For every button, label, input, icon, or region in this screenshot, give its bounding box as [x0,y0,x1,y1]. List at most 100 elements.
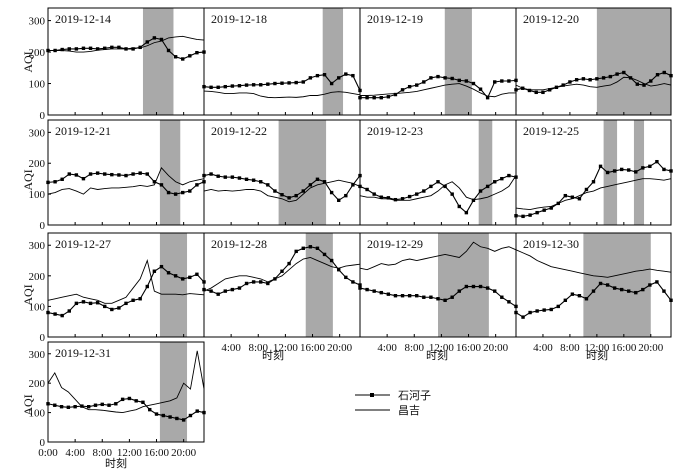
panel-2019-12-29-point-shihezi [379,290,383,295]
panel-2019-12-28-point-shihezi [230,287,235,292]
panel-2019-12-27-point-shihezi [131,298,135,302]
panel-2019-12-21-point-shihezi [88,172,93,176]
panel-2019-12-14-point-shihezi [67,47,71,51]
panel-2019-12-31-x-tick-label: 12:00 [117,447,143,459]
panel-2019-12-21-point-shihezi [131,172,135,176]
panel-2019-12-27-y-tick-label: 0 [40,332,46,344]
panel-2019-12-27-point-shihezi [195,272,199,276]
panel-2019-12-31-point-shihezi [100,402,104,407]
panel-2019-12-23-point-shihezi [393,197,398,202]
panel-2019-12-18-point-shihezi [237,84,242,88]
panel-2019-12-31-point-shihezi [148,407,152,412]
panel-2019-12-21-point-shihezi [138,171,142,175]
panel-2019-12-22-point-shihezi [287,196,291,200]
panel-2019-12-31-x-tick-label: 8:00 [92,447,112,459]
panel-2019-12-28-point-shihezi [322,252,327,257]
panel-2019-12-29-point-shihezi [365,287,369,292]
panel-2019-12-22-point-shihezi [280,193,284,197]
panel-2019-12-30-point-shihezi [598,281,603,286]
panel-2019-12-31-point-shihezi [168,415,172,419]
panel-2019-12-27-y-tick-label: 200 [29,271,46,283]
panel-2019-12-31-y-tick-label: 300 [29,349,46,361]
panel-2019-12-14-point-shihezi [181,57,185,61]
panel-2019-12-21-shaded-window-1 [159,120,181,225]
panel-2019-12-18-point-shihezi [216,85,220,90]
panel-2019-12-29-point-shihezi [415,294,419,298]
panel-2019-12-23: 2019-12-23 [358,119,518,226]
panel-2019-12-27-title: 2019-12-27 [55,237,111,251]
panel-2019-12-29-point-shihezi [436,297,440,301]
panel-2019-12-20-point-shihezi [561,83,565,87]
panel-2019-12-25-point-shihezi [591,180,596,184]
panel-2019-12-29-point-shihezi [429,295,433,299]
panel-2019-12-20-point-shihezi [527,88,532,93]
panel-2019-12-30-x-tick-label: 16:00 [611,342,637,354]
panel-2019-12-30-point-shihezi [584,297,589,301]
panel-2019-12-23-point-shihezi [422,189,426,193]
panel-2019-12-31-x-tick-label: 20:00 [171,447,197,459]
panel-2019-12-14-y-tick-label: 100 [29,79,46,91]
panel-2019-12-23-point-shihezi [436,180,440,184]
panel-2019-12-18-point-shihezi [329,81,334,86]
panel-2019-12-27-series-changji [47,259,205,304]
panel-2019-12-27-point-shihezi [103,304,107,309]
panel-2019-12-19-point-shihezi [429,76,433,80]
panel-2019-12-29-title: 2019-12-29 [367,237,423,251]
panel-2019-12-18-point-shihezi [209,85,213,90]
panel-2019-12-25-point-shihezi [634,170,638,174]
panel-2019-12-28: 2019-12-28 4:00 8:00 12:00 16:00 20:00 [202,232,362,354]
panel-2019-12-31-point-shihezi [107,403,111,407]
panel-2019-12-31-point-shihezi [175,416,179,421]
panel-2019-12-23-point-shihezi [485,184,490,189]
panel-2019-12-25-point-shihezi [577,197,582,201]
panel-2019-12-23-point-shihezi [415,192,419,196]
panel-2019-12-30-point-shihezi [542,308,546,312]
panel-2019-12-28-point-shihezi [244,281,249,286]
panel-2019-12-14-point-shihezi [166,48,171,53]
panel-2019-12-18-point-shihezi [344,72,348,76]
panel-2019-12-25-point-shihezi [619,167,624,172]
panel-2019-12-23-point-shihezi [471,198,476,202]
panel-2019-12-14-point-shihezi [131,47,135,51]
panel-2019-12-19-series-changji [360,83,516,98]
panel-2019-12-20-shaded-window-1 [596,8,671,115]
panel-2019-12-29-point-shihezi [457,289,461,293]
panel-2019-12-25-point-shihezi [521,214,525,219]
panel-2019-12-23-point-shihezi [379,195,383,199]
panel-2019-12-20-point-shihezi [642,83,646,87]
panel-2019-12-21-point-shihezi [173,192,178,196]
panel-2019-12-23-point-shihezi [493,180,497,184]
panel-2019-12-29-point-shihezi [443,298,447,302]
panel-2019-12-18-point-shihezi [244,83,249,87]
panel-2019-12-23-point-shihezi [478,189,483,193]
panel-2019-12-30-frame [515,232,672,338]
panel-2019-12-28-point-shihezi [259,280,263,284]
panel-2019-12-29-point-shihezi [422,295,426,299]
panel-2019-12-21-point-shihezi [145,172,149,176]
panel-2019-12-31-point-shihezi [127,396,132,401]
panel-2019-12-28-point-shihezi [280,269,284,273]
panel-2019-12-27-point-shihezi [181,277,185,281]
panel-2019-12-25-point-shihezi [641,166,645,170]
panel-2019-12-19-point-shihezi [500,79,504,83]
panel-2019-12-22-point-shihezi [322,180,327,184]
panel-2019-12-27-point-shihezi [173,274,178,278]
panel-2019-12-14-point-shihezi [117,45,121,50]
panel-2019-12-30-point-shihezi [556,304,560,309]
panel-2019-12-27-point-shihezi [67,309,71,313]
panel-2019-12-19-point-shihezi [443,76,447,80]
panel-2019-12-14: 2019-12-14 0 100 200 300 [29,7,206,122]
panel-2019-12-18-point-shihezi [287,81,291,85]
panel-2019-12-20-point-shihezi [547,88,552,92]
ylabel-row-1: AQI [21,51,35,72]
panel-2019-12-20-point-shihezi [568,80,572,84]
panel-2019-12-27-point-shihezi [152,269,157,273]
panel-2019-12-14-y-tick-label: 0 [40,110,46,122]
panel-2019-12-14-y-tick-label: 300 [29,16,46,28]
panel-2019-12-31-x-tick-label: 16:00 [144,447,170,459]
panel-2019-12-31-frame [47,341,205,443]
panel-2019-12-23-point-shihezi [400,197,405,201]
panel-2019-12-22-point-shihezi [251,178,256,182]
panel-2019-12-29-point-shihezi [372,289,376,293]
panel-2019-12-21-point-shihezi [67,172,71,176]
